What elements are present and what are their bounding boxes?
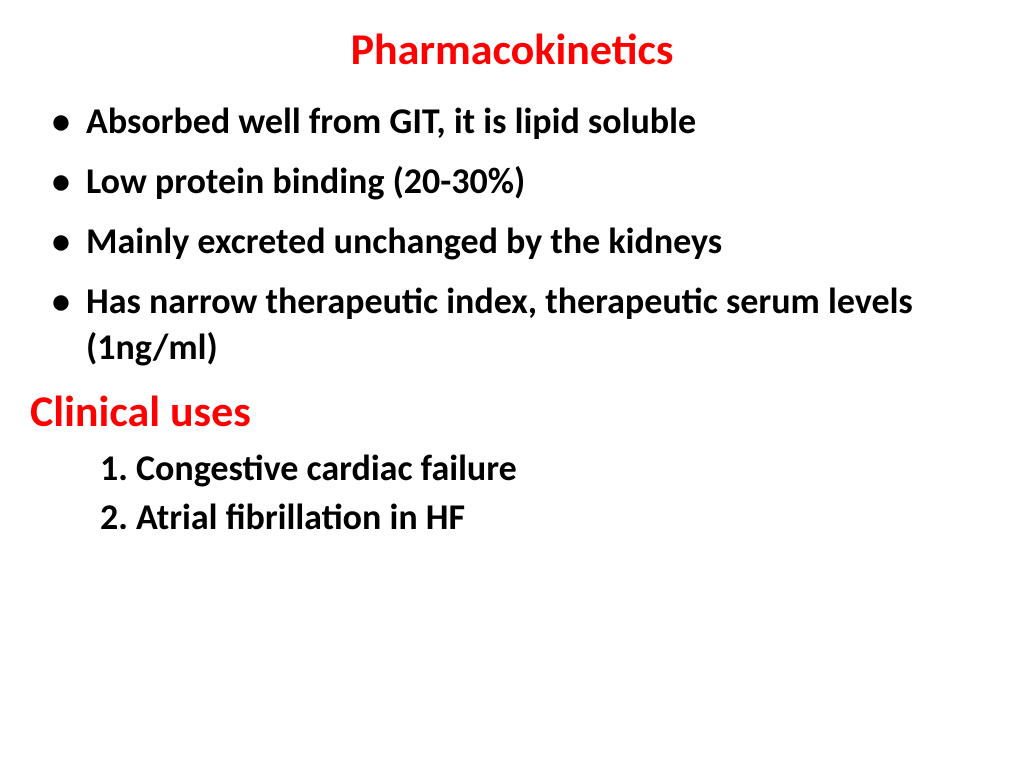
clinical-uses-item: 2. Atrial fibrillation in HF [100,493,994,542]
clinical-uses-list: 1. Congestive cardiac failure 2. Atrial … [30,444,994,541]
slide-title: Pharmacokinetics [30,22,994,76]
bullet-item: Mainly excreted unchanged by the kidneys [52,218,994,264]
bullet-item: Absorbed well from GIT, it is lipid solu… [52,98,994,144]
bullet-list: Absorbed well from GIT, it is lipid solu… [30,98,994,370]
clinical-uses-item: 1. Congestive cardiac failure [100,444,994,493]
bullet-item: Low protein binding (20-30%) [52,158,994,204]
slide: Pharmacokinetics Absorbed well from GIT,… [0,0,1024,768]
clinical-uses-heading: Clinical uses [30,384,994,438]
bullet-item: Has narrow therapeutic index, therapeuti… [52,278,994,370]
